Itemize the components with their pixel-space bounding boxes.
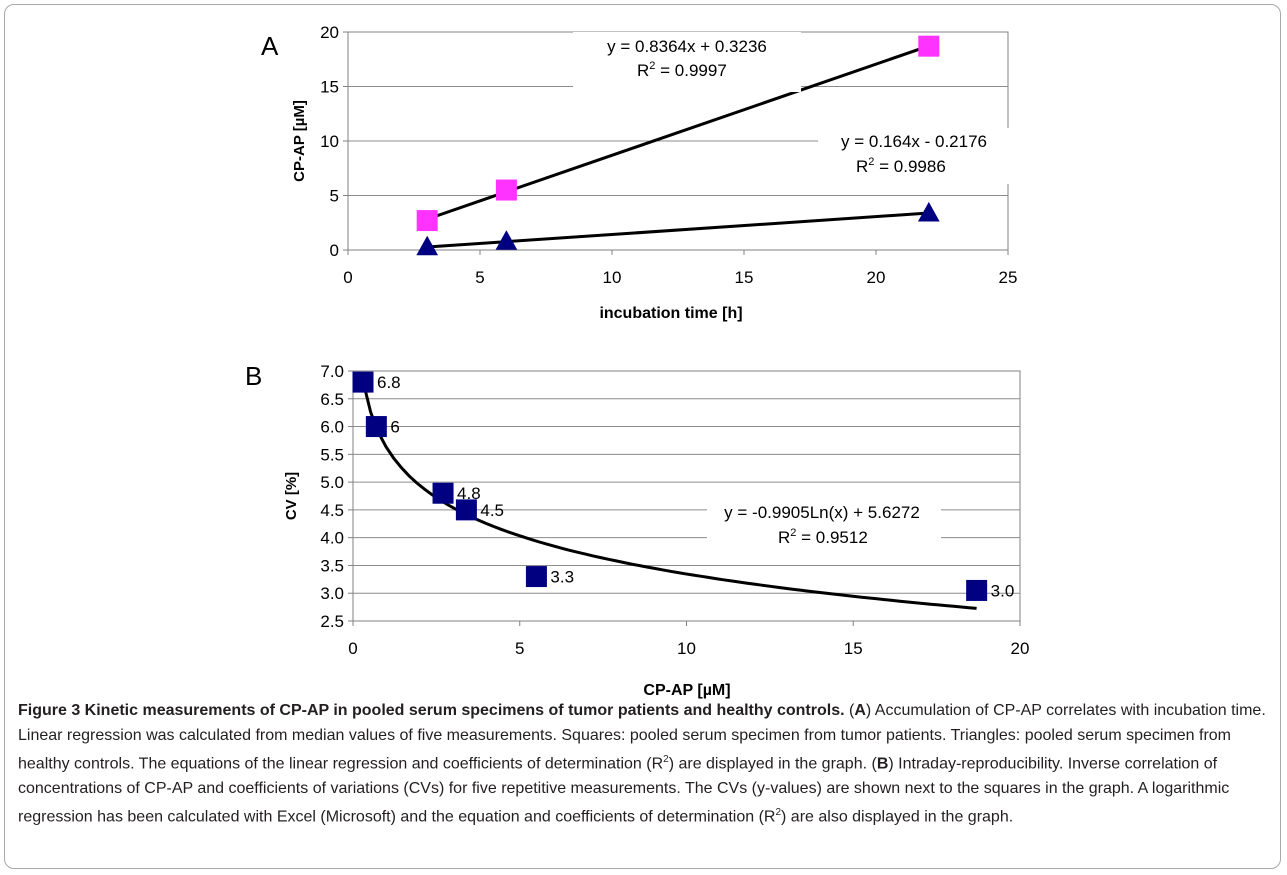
y-tick-label: 5.5 bbox=[320, 445, 344, 464]
data-point-square bbox=[365, 416, 387, 438]
y-tick-label: 6.0 bbox=[320, 418, 344, 437]
y-tick-label: 20 bbox=[320, 23, 339, 42]
x-tick-label: 5 bbox=[515, 639, 524, 658]
data-label: 6 bbox=[390, 418, 399, 437]
data-label: 3.3 bbox=[550, 568, 574, 587]
r2-label-a1: R2 = 0.9997 bbox=[637, 60, 727, 80]
data-point-square bbox=[352, 371, 374, 393]
y-tick-labels-a: 0 5 10 15 20 bbox=[320, 23, 348, 260]
y-tick-label: 3.5 bbox=[320, 556, 344, 575]
y-tick-label: 5.0 bbox=[320, 473, 344, 492]
y-axis-title-a: CP-AP [µM] bbox=[291, 100, 308, 182]
data-point-triangle bbox=[495, 230, 518, 250]
data-points-a bbox=[416, 35, 940, 256]
x-tick-labels-a: 0 5 10 15 20 25 bbox=[343, 250, 1017, 287]
x-tick-label: 20 bbox=[1011, 639, 1030, 658]
y-tick-label: 2.5 bbox=[320, 612, 344, 631]
x-tick-label: 15 bbox=[844, 639, 863, 658]
panel-label-a: A bbox=[261, 31, 279, 61]
y-tick-label: 10 bbox=[320, 132, 339, 151]
data-point-square bbox=[966, 579, 988, 601]
equation-box-a1 bbox=[573, 32, 801, 92]
x-tick-label: 0 bbox=[343, 268, 352, 287]
caption-title: Figure 3 Kinetic measurements of CP-AP i… bbox=[18, 702, 845, 719]
data-point-square bbox=[416, 210, 438, 232]
panel-label-b: B bbox=[245, 361, 262, 391]
y-tick-label: 15 bbox=[320, 78, 339, 97]
x-tick-label: 25 bbox=[999, 268, 1018, 287]
data-point-square bbox=[495, 179, 517, 201]
r2-value-b: = 0.9512 bbox=[801, 528, 868, 547]
y-tick-label: 0 bbox=[330, 241, 339, 260]
plot-area-b bbox=[352, 370, 1021, 622]
data-point-square bbox=[432, 482, 454, 504]
data-label: 4.8 bbox=[457, 484, 481, 503]
x-tick-label: 20 bbox=[867, 268, 886, 287]
equation-b: y = -0.9905Ln(x) + 5.6272 bbox=[724, 503, 920, 522]
y-tick-label: 7.0 bbox=[320, 362, 344, 381]
figure-charts: A 0 5 10 15 20 0 5 10 15 20 25 y = 0.8364x + 0.32… bbox=[245, 23, 1029, 699]
equation-a2: y = 0.164x - 0.2176 bbox=[841, 132, 987, 151]
figure-caption: Figure 3 Kinetic measurements of CP-AP i… bbox=[18, 702, 1266, 826]
data-point-square bbox=[525, 566, 547, 588]
r2-value-a2: = 0.9986 bbox=[879, 157, 946, 176]
caption-part-b-end: ) are also displayed in the graph. bbox=[781, 808, 1014, 826]
point-labels-b: 6.8 6 4.84.5 3.3 3.0 bbox=[377, 373, 1014, 600]
data-point-square bbox=[455, 499, 477, 521]
x-tick-label: 15 bbox=[735, 268, 754, 287]
data-label: 6.8 bbox=[377, 373, 401, 392]
r2-value-a1: = 0.9997 bbox=[660, 61, 727, 80]
equation-box-b bbox=[707, 498, 941, 560]
x-tick-label: 10 bbox=[603, 268, 622, 287]
chart-panel-b: B 2.5 3.0 3.5 4.0 4.5 5.0 5.5 6.0 6.5 7.0 0 5 10 15 2… bbox=[245, 361, 1029, 699]
x-axis-title-b: CP-AP [µM] bbox=[643, 682, 730, 699]
r2-label-a2: R2 = 0.9986 bbox=[856, 156, 946, 176]
y-tick-label: 6.5 bbox=[320, 390, 344, 409]
chart-panel-a: A 0 5 10 15 20 0 5 10 15 20 25 y = 0.8364x + 0.32… bbox=[261, 23, 1017, 322]
r2-label-b: R2 = 0.9512 bbox=[778, 527, 868, 547]
data-label: 3.0 bbox=[991, 581, 1015, 600]
caption-part-b: Intraday-reproducibility. Inverse correl… bbox=[18, 755, 1230, 826]
x-tick-label: 0 bbox=[348, 639, 357, 658]
y-tick-label: 5 bbox=[330, 187, 339, 206]
data-points-b bbox=[352, 371, 988, 601]
y-tick-labels-b: 2.5 3.0 3.5 4.0 4.5 5.0 5.5 6.0 6.5 7.0 bbox=[320, 362, 353, 631]
equation-a1: y = 0.8364x + 0.3236 bbox=[607, 37, 767, 56]
x-tick-label: 10 bbox=[677, 639, 696, 658]
y-tick-label: 4.0 bbox=[320, 529, 344, 548]
caption-part-a-end: ) are displayed in the graph. bbox=[668, 755, 868, 773]
x-tick-label: 5 bbox=[475, 268, 484, 287]
x-tick-labels-b: 0 5 10 15 20 bbox=[348, 621, 1029, 658]
y-axis-title-b: CV [%] bbox=[283, 472, 300, 520]
x-axis-title-a: incubation time [h] bbox=[599, 305, 742, 322]
data-point-square bbox=[918, 35, 940, 57]
equation-box-a2 bbox=[818, 128, 1014, 184]
y-tick-label: 4.5 bbox=[320, 501, 344, 520]
data-point-triangle bbox=[416, 235, 439, 256]
data-point-triangle bbox=[917, 201, 940, 222]
caption-part-a: Accumulation of CP-AP correlates with in… bbox=[18, 702, 1266, 773]
y-tick-label: 3.0 bbox=[320, 584, 344, 603]
data-label: 4.5 bbox=[480, 501, 504, 520]
